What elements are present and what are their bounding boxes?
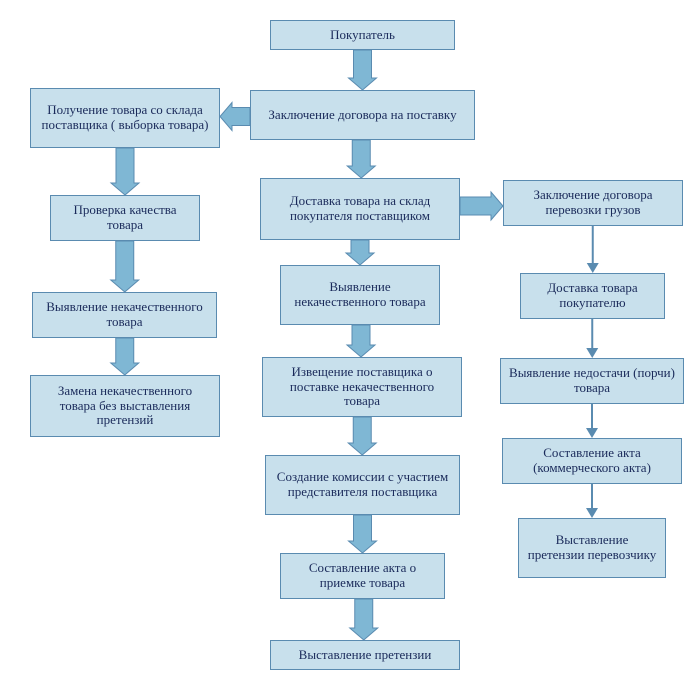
flow-node-label: Составление акта (коммерческого акта) xyxy=(511,446,673,476)
flow-node-label: Заключение договора перевозки грузов xyxy=(512,188,674,218)
flow-node: Извещение поставщика о поставке некачест… xyxy=(262,357,462,417)
flow-edge xyxy=(350,599,378,640)
flow-node: Выявление некачественного товара xyxy=(32,292,217,338)
flow-edge xyxy=(347,140,375,178)
flow-node: Создание комиссии с участием представите… xyxy=(265,455,460,515)
flow-node-label: Заключение договора на поставку xyxy=(268,108,456,123)
flow-node-label: Покупатель xyxy=(330,28,395,43)
arrow-head-icon xyxy=(587,263,599,273)
flow-node: Выявление некачественного товара xyxy=(280,265,440,325)
flow-node: Выявление недостачи (порчи) товара xyxy=(500,358,684,404)
flow-node-label: Составление акта о приемке товара xyxy=(289,561,436,591)
flow-node-label: Выявление некачественного товара xyxy=(41,300,208,330)
flow-edge xyxy=(460,192,503,220)
flow-node-label: Выявление недостачи (порчи) товара xyxy=(509,366,675,396)
flow-node: Заключение договора перевозки грузов xyxy=(503,180,683,226)
flow-node: Получение товара со склада поставщика ( … xyxy=(30,88,220,148)
arrow-head-icon xyxy=(586,428,598,438)
arrow-head-icon xyxy=(586,348,598,358)
flow-node-label: Выставление претензии xyxy=(299,648,432,663)
flow-node: Доставка товара на склад покупателя пост… xyxy=(260,178,460,240)
flow-node-label: Проверка качества товара xyxy=(59,203,191,233)
flow-edge xyxy=(111,241,139,292)
flow-node: Составление акта о приемке товара xyxy=(280,553,445,599)
flow-node-label: Извещение поставщика о поставке некачест… xyxy=(271,365,453,410)
flow-node-label: Создание комиссии с участием представите… xyxy=(274,470,451,500)
flow-node: Покупатель xyxy=(270,20,455,50)
flow-node: Выставление претензии перевозчику xyxy=(518,518,666,578)
flow-node-label: Замена некачественного товара без выстав… xyxy=(39,384,211,429)
flow-edge xyxy=(111,338,139,375)
flow-node-label: Доставка товара покупателю xyxy=(529,281,656,311)
flow-edge xyxy=(347,325,375,357)
flow-node-label: Получение товара со склада поставщика ( … xyxy=(39,103,211,133)
flow-node: Составление акта (коммерческого акта) xyxy=(502,438,682,484)
flow-edge xyxy=(111,148,139,195)
flow-edge xyxy=(346,240,374,265)
flow-node-label: Выставление претензии перевозчику xyxy=(527,533,657,563)
flowchart-stage: Покупатель Заключение договора на поставк… xyxy=(0,0,695,700)
arrow-head-icon xyxy=(586,508,598,518)
flow-edge xyxy=(348,417,376,455)
flow-node: Доставка товара покупателю xyxy=(520,273,665,319)
flow-edge xyxy=(349,50,377,90)
flow-node-label: Доставка товара на склад покупателя пост… xyxy=(269,194,451,224)
flow-node-label: Выявление некачественного товара xyxy=(289,280,431,310)
flow-node: Проверка качества товара xyxy=(50,195,200,241)
flow-node: Замена некачественного товара без выстав… xyxy=(30,375,220,437)
flow-node: Выставление претензии xyxy=(270,640,460,670)
flow-edge xyxy=(349,515,377,553)
flow-node: Заключение договора на поставку xyxy=(250,90,475,140)
flow-edge xyxy=(220,103,250,131)
